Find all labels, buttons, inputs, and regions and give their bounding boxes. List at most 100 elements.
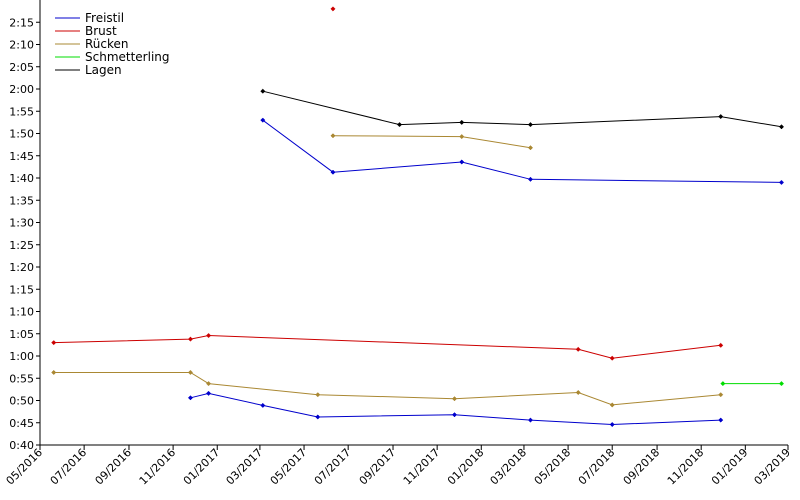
legend-label: Schmetterling [85,50,170,64]
series-lagen [260,88,785,130]
x-tick-label: 03/2017 [224,446,266,488]
data-point [205,332,212,339]
y-tick-label: 1:50 [9,128,34,141]
data-point [459,134,465,140]
data-point [718,417,724,423]
x-tick-label: 09/2018 [621,446,663,488]
y-tick-label: 0:40 [9,439,34,452]
y-tick-label: 1:20 [9,261,34,274]
data-point [527,145,534,151]
x-tick-label: 03/2018 [488,446,530,488]
series-brust [330,6,336,12]
data-point [575,346,581,352]
x-tick-label: 01/2018 [445,446,487,488]
data-point [51,369,57,376]
data-point [778,179,785,186]
data-point [778,381,785,387]
data-point [187,395,194,401]
data-point [609,421,615,428]
data-point [330,133,336,139]
legend-label: Brust [85,24,117,38]
data-point [187,369,194,376]
data-point [315,414,321,420]
data-point [527,417,534,423]
y-tick-label: 1:55 [9,105,34,118]
y-tick-label: 1:05 [9,328,34,341]
series-layer [51,6,785,428]
x-tick-label: 05/2017 [268,446,310,488]
x-tick-label: 11/2016 [137,446,179,488]
data-point [718,114,724,120]
y-tick-label: 2:05 [9,61,34,74]
series-line [332,135,531,149]
data-point [260,88,266,94]
x-tick-label: 05/2018 [532,446,574,488]
y-tick-label: 2:10 [9,39,34,52]
data-point [527,176,534,182]
data-point [205,381,212,387]
y-tick-label: 1:45 [9,150,34,163]
y-tick-label: 0:45 [9,417,34,430]
y-tick-label: 2:15 [9,16,34,29]
data-point [718,342,724,348]
data-point [51,340,57,346]
series-line [190,392,721,426]
y-tick-label: 1:30 [9,217,34,230]
x-tick-label: 11/2018 [665,446,707,488]
data-point [260,402,266,408]
series-line [53,372,721,406]
x-tick-label: 03/2019 [752,446,794,488]
series-freistil [260,117,785,186]
data-point [260,117,266,123]
y-tick-label: 2:00 [9,83,34,96]
series-brust [51,332,724,361]
data-point [451,412,458,418]
series-line [262,119,782,183]
axes: 0:40 0:45 0:50 0:55 1:00 1:05 1:10 1:15 1:20 1:25… [4,0,794,488]
data-point [451,396,458,402]
x-tick-label: 11/2017 [401,446,443,488]
x-tick-label: 07/2016 [48,446,90,488]
series-schmetterling [720,381,785,387]
legend-label: Rücken [85,37,129,51]
series-r-cken [330,133,534,151]
data-point [609,402,615,408]
data-point [609,355,615,361]
series-line [53,334,721,359]
x-tick-label: 05/2016 [4,446,46,488]
x-tick-label: 07/2018 [576,446,618,488]
x-tick-label: 01/2017 [181,446,223,488]
data-point [205,390,212,396]
legend-label: Freistil [85,11,124,25]
data-point [187,336,194,342]
y-tick-label: 1:35 [9,194,34,207]
series-r-cken [51,369,724,408]
data-point [330,169,336,175]
data-point [459,159,465,165]
data-point [527,122,534,128]
x-tick-label: 09/2017 [357,446,399,488]
series-freistil [187,390,724,428]
x-tick-label: 09/2016 [93,446,135,488]
data-point [315,392,321,398]
data-point [459,119,465,125]
y-tick-label: 1:15 [9,283,34,296]
data-point [718,392,724,398]
y-tick-label: 1:10 [9,306,34,319]
y-tick-label: 0:55 [9,372,34,385]
data-point [778,124,785,130]
data-point [396,122,403,128]
data-point [720,381,726,387]
x-tick-label: 01/2019 [709,446,751,488]
y-tick-label: 1:40 [9,172,34,185]
data-point [330,6,336,12]
y-tick-label: 1:25 [9,239,34,252]
x-tick-label: 07/2017 [312,446,354,488]
y-tick-label: 1:00 [9,350,34,363]
legend-label: Lagen [85,63,122,77]
data-point [575,389,581,396]
y-tick-label: 0:50 [9,395,34,408]
series-line [262,90,782,128]
